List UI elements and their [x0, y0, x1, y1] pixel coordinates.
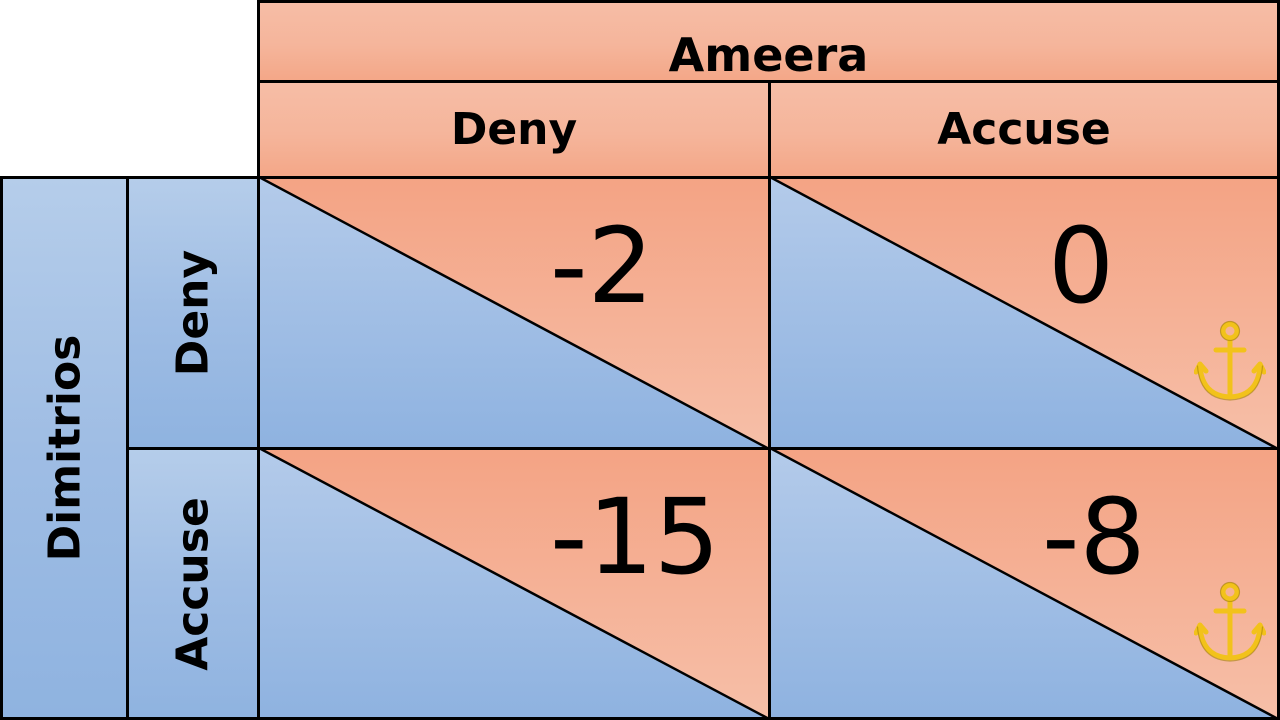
- column-strategy-label: Deny: [450, 104, 578, 155]
- row-strategy-accuse: Accuse: [126, 447, 260, 720]
- row-player-name: Dimitrios: [39, 334, 90, 562]
- column-strategy-deny: Deny: [257, 80, 771, 179]
- row-strategy-label: Accuse: [167, 496, 219, 671]
- cell-split-graphic: [768, 447, 1280, 720]
- column-strategy-label: Accuse: [937, 104, 1111, 155]
- payoff-cell-accuse-deny: -15: [257, 447, 771, 720]
- column-payoff-value: -2: [550, 205, 654, 327]
- column-player-name: Ameera: [668, 27, 869, 82]
- cell-split-graphic: [768, 176, 1280, 450]
- payoff-cell-deny-deny: -2: [257, 176, 771, 450]
- row-strategy-label: Deny: [167, 249, 219, 377]
- row-strategy-deny: Deny: [126, 176, 260, 450]
- row-player-header: Dimitrios: [0, 176, 129, 720]
- anchor-icon: [1194, 581, 1266, 662]
- anchor-icon: [1194, 320, 1266, 401]
- column-player-header: Ameera: [257, 0, 1280, 83]
- column-payoff-value: -15: [550, 476, 720, 598]
- payoff-cell-accuse-accuse: -8: [768, 447, 1280, 720]
- column-payoff-value: 0: [1048, 205, 1115, 327]
- column-strategy-accuse: Accuse: [768, 80, 1280, 179]
- cell-split-graphic: [257, 447, 771, 720]
- cell-split-graphic: [257, 176, 771, 450]
- column-payoff-value: -8: [1042, 476, 1146, 598]
- payoff-cell-deny-accuse: 0: [768, 176, 1280, 450]
